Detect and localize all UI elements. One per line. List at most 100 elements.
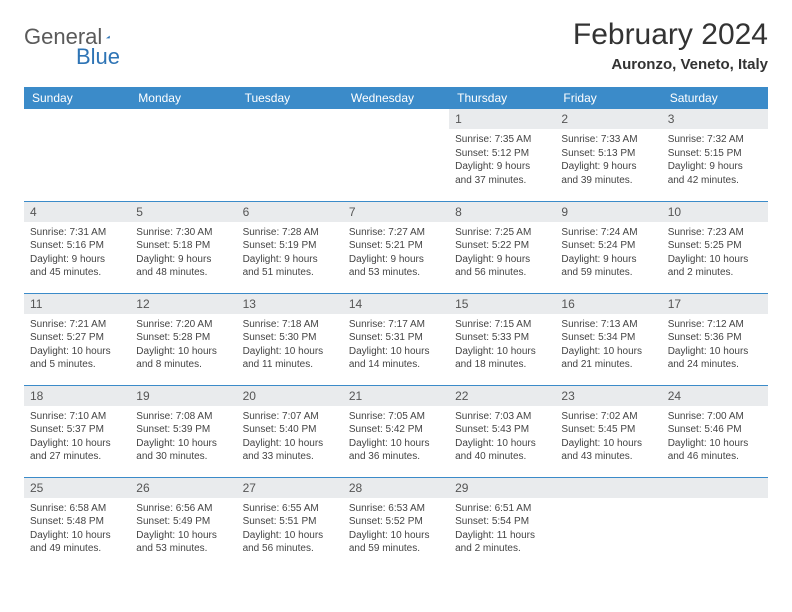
day-number: 14 — [343, 294, 449, 314]
weekday-header: Wednesday — [343, 87, 449, 109]
calendar-cell: 7Sunrise: 7:27 AMSunset: 5:21 PMDaylight… — [343, 201, 449, 293]
day-number: 19 — [130, 386, 236, 406]
weekday-header: Monday — [130, 87, 236, 109]
day-details: Sunrise: 6:51 AMSunset: 5:54 PMDaylight:… — [449, 498, 555, 562]
day-details: Sunrise: 7:13 AMSunset: 5:34 PMDaylight:… — [555, 314, 661, 378]
calendar-cell: 20Sunrise: 7:07 AMSunset: 5:40 PMDayligh… — [237, 385, 343, 477]
logo-word2-wrap: Blue — [76, 44, 120, 70]
calendar-cell: 9Sunrise: 7:24 AMSunset: 5:24 PMDaylight… — [555, 201, 661, 293]
day-number: 9 — [555, 202, 661, 222]
calendar-cell: 13Sunrise: 7:18 AMSunset: 5:30 PMDayligh… — [237, 293, 343, 385]
day-number: 17 — [662, 294, 768, 314]
calendar-row: 18Sunrise: 7:10 AMSunset: 5:37 PMDayligh… — [24, 385, 768, 477]
calendar-cell: 25Sunrise: 6:58 AMSunset: 5:48 PMDayligh… — [24, 477, 130, 569]
calendar-row: 4Sunrise: 7:31 AMSunset: 5:16 PMDaylight… — [24, 201, 768, 293]
day-details: Sunrise: 7:00 AMSunset: 5:46 PMDaylight:… — [662, 406, 768, 470]
calendar-cell: 16Sunrise: 7:13 AMSunset: 5:34 PMDayligh… — [555, 293, 661, 385]
day-number: 28 — [343, 478, 449, 498]
calendar-body: 1Sunrise: 7:35 AMSunset: 5:12 PMDaylight… — [24, 109, 768, 569]
calendar-cell: 19Sunrise: 7:08 AMSunset: 5:39 PMDayligh… — [130, 385, 236, 477]
day-details: Sunrise: 7:02 AMSunset: 5:45 PMDaylight:… — [555, 406, 661, 470]
day-number: 29 — [449, 478, 555, 498]
day-details: Sunrise: 7:15 AMSunset: 5:33 PMDaylight:… — [449, 314, 555, 378]
day-number: 12 — [130, 294, 236, 314]
day-details: Sunrise: 7:32 AMSunset: 5:15 PMDaylight:… — [662, 129, 768, 193]
calendar-cell: 29Sunrise: 6:51 AMSunset: 5:54 PMDayligh… — [449, 477, 555, 569]
calendar-cell: 4Sunrise: 7:31 AMSunset: 5:16 PMDaylight… — [24, 201, 130, 293]
day-details: Sunrise: 6:56 AMSunset: 5:49 PMDaylight:… — [130, 498, 236, 562]
day-number — [662, 478, 768, 498]
day-number: 11 — [24, 294, 130, 314]
day-details: Sunrise: 6:58 AMSunset: 5:48 PMDaylight:… — [24, 498, 130, 562]
day-details: Sunrise: 7:03 AMSunset: 5:43 PMDaylight:… — [449, 406, 555, 470]
calendar-cell — [343, 109, 449, 201]
calendar-cell: 8Sunrise: 7:25 AMSunset: 5:22 PMDaylight… — [449, 201, 555, 293]
logo-word2: Blue — [76, 44, 120, 69]
day-number: 24 — [662, 386, 768, 406]
day-details: Sunrise: 7:12 AMSunset: 5:36 PMDaylight:… — [662, 314, 768, 378]
day-details: Sunrise: 7:21 AMSunset: 5:27 PMDaylight:… — [24, 314, 130, 378]
weekday-header: Thursday — [449, 87, 555, 109]
day-number — [24, 109, 130, 129]
day-number — [130, 109, 236, 129]
weekday-header: Tuesday — [237, 87, 343, 109]
logo-triangle-icon — [106, 29, 110, 45]
day-number: 13 — [237, 294, 343, 314]
day-number: 6 — [237, 202, 343, 222]
calendar-cell: 1Sunrise: 7:35 AMSunset: 5:12 PMDaylight… — [449, 109, 555, 201]
month-title: February 2024 — [573, 18, 768, 52]
calendar-cell: 18Sunrise: 7:10 AMSunset: 5:37 PMDayligh… — [24, 385, 130, 477]
calendar-cell: 21Sunrise: 7:05 AMSunset: 5:42 PMDayligh… — [343, 385, 449, 477]
calendar-cell — [237, 109, 343, 201]
title-block: February 2024 Auronzo, Veneto, Italy — [573, 18, 768, 73]
day-details: Sunrise: 7:31 AMSunset: 5:16 PMDaylight:… — [24, 222, 130, 286]
location: Auronzo, Veneto, Italy — [573, 56, 768, 73]
calendar-cell: 28Sunrise: 6:53 AMSunset: 5:52 PMDayligh… — [343, 477, 449, 569]
day-number — [237, 109, 343, 129]
calendar-cell — [130, 109, 236, 201]
calendar-cell: 6Sunrise: 7:28 AMSunset: 5:19 PMDaylight… — [237, 201, 343, 293]
calendar-cell: 14Sunrise: 7:17 AMSunset: 5:31 PMDayligh… — [343, 293, 449, 385]
day-number: 23 — [555, 386, 661, 406]
weekday-header: Friday — [555, 87, 661, 109]
day-number: 15 — [449, 294, 555, 314]
day-number: 21 — [343, 386, 449, 406]
day-number: 3 — [662, 109, 768, 129]
calendar-cell: 15Sunrise: 7:15 AMSunset: 5:33 PMDayligh… — [449, 293, 555, 385]
day-details: Sunrise: 7:20 AMSunset: 5:28 PMDaylight:… — [130, 314, 236, 378]
day-details: Sunrise: 7:33 AMSunset: 5:13 PMDaylight:… — [555, 129, 661, 193]
calendar-cell — [662, 477, 768, 569]
day-number: 5 — [130, 202, 236, 222]
day-details: Sunrise: 7:27 AMSunset: 5:21 PMDaylight:… — [343, 222, 449, 286]
calendar-cell: 24Sunrise: 7:00 AMSunset: 5:46 PMDayligh… — [662, 385, 768, 477]
calendar-cell: 3Sunrise: 7:32 AMSunset: 5:15 PMDaylight… — [662, 109, 768, 201]
day-number: 26 — [130, 478, 236, 498]
header: General February 2024 Auronzo, Veneto, I… — [24, 18, 768, 73]
day-number: 27 — [237, 478, 343, 498]
day-number: 25 — [24, 478, 130, 498]
day-number: 22 — [449, 386, 555, 406]
day-number: 16 — [555, 294, 661, 314]
calendar-cell: 11Sunrise: 7:21 AMSunset: 5:27 PMDayligh… — [24, 293, 130, 385]
day-number: 1 — [449, 109, 555, 129]
calendar-cell: 10Sunrise: 7:23 AMSunset: 5:25 PMDayligh… — [662, 201, 768, 293]
day-details: Sunrise: 7:30 AMSunset: 5:18 PMDaylight:… — [130, 222, 236, 286]
day-details: Sunrise: 7:17 AMSunset: 5:31 PMDaylight:… — [343, 314, 449, 378]
calendar-cell: 27Sunrise: 6:55 AMSunset: 5:51 PMDayligh… — [237, 477, 343, 569]
day-details: Sunrise: 7:25 AMSunset: 5:22 PMDaylight:… — [449, 222, 555, 286]
calendar-cell: 23Sunrise: 7:02 AMSunset: 5:45 PMDayligh… — [555, 385, 661, 477]
calendar-row: 11Sunrise: 7:21 AMSunset: 5:27 PMDayligh… — [24, 293, 768, 385]
day-details: Sunrise: 7:18 AMSunset: 5:30 PMDaylight:… — [237, 314, 343, 378]
calendar-row: 25Sunrise: 6:58 AMSunset: 5:48 PMDayligh… — [24, 477, 768, 569]
day-details: Sunrise: 7:24 AMSunset: 5:24 PMDaylight:… — [555, 222, 661, 286]
day-number: 7 — [343, 202, 449, 222]
weekday-header: Saturday — [662, 87, 768, 109]
calendar-cell: 22Sunrise: 7:03 AMSunset: 5:43 PMDayligh… — [449, 385, 555, 477]
day-number: 4 — [24, 202, 130, 222]
day-details: Sunrise: 6:55 AMSunset: 5:51 PMDaylight:… — [237, 498, 343, 562]
calendar-cell: 17Sunrise: 7:12 AMSunset: 5:36 PMDayligh… — [662, 293, 768, 385]
calendar-table: SundayMondayTuesdayWednesdayThursdayFrid… — [24, 87, 768, 569]
day-number: 10 — [662, 202, 768, 222]
day-details: Sunrise: 6:53 AMSunset: 5:52 PMDaylight:… — [343, 498, 449, 562]
day-number — [343, 109, 449, 129]
